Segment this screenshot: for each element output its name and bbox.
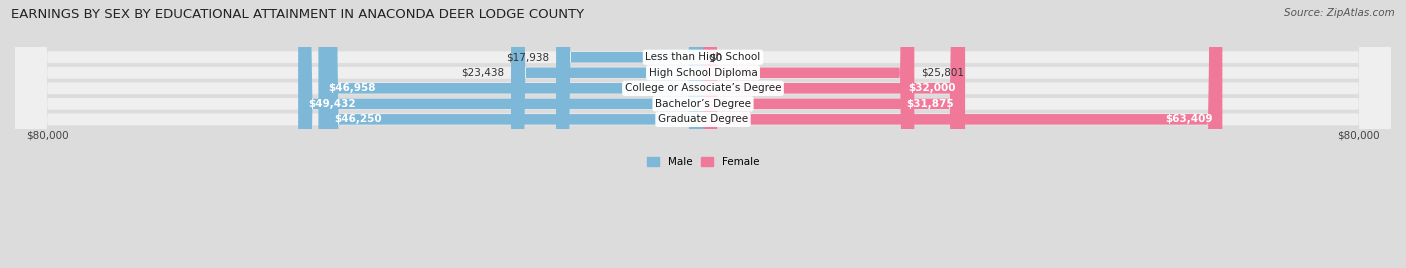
FancyBboxPatch shape (325, 0, 703, 268)
FancyBboxPatch shape (318, 0, 703, 268)
Text: $31,875: $31,875 (907, 99, 955, 109)
Text: Bachelor’s Degree: Bachelor’s Degree (655, 99, 751, 109)
FancyBboxPatch shape (15, 0, 1391, 268)
FancyBboxPatch shape (15, 0, 1391, 268)
FancyBboxPatch shape (703, 0, 965, 268)
Text: EARNINGS BY SEX BY EDUCATIONAL ATTAINMENT IN ANACONDA DEER LODGE COUNTY: EARNINGS BY SEX BY EDUCATIONAL ATTAINMEN… (11, 8, 585, 21)
Text: $25,801: $25,801 (921, 68, 965, 78)
FancyBboxPatch shape (510, 0, 703, 268)
Legend: Male, Female: Male, Female (647, 157, 759, 167)
FancyBboxPatch shape (15, 0, 1391, 268)
FancyBboxPatch shape (557, 0, 703, 268)
Text: Source: ZipAtlas.com: Source: ZipAtlas.com (1284, 8, 1395, 18)
Text: $17,938: $17,938 (506, 52, 550, 62)
FancyBboxPatch shape (15, 0, 1391, 268)
Text: College or Associate’s Degree: College or Associate’s Degree (624, 83, 782, 93)
Text: $63,409: $63,409 (1166, 114, 1212, 124)
FancyBboxPatch shape (703, 0, 1222, 268)
Text: High School Diploma: High School Diploma (648, 68, 758, 78)
FancyBboxPatch shape (703, 0, 914, 268)
Text: $46,250: $46,250 (335, 114, 381, 124)
Text: Graduate Degree: Graduate Degree (658, 114, 748, 124)
Text: $0: $0 (710, 52, 723, 62)
FancyBboxPatch shape (298, 0, 703, 268)
Text: $23,438: $23,438 (461, 68, 505, 78)
Text: Less than High School: Less than High School (645, 52, 761, 62)
FancyBboxPatch shape (703, 0, 965, 268)
Text: $46,958: $46,958 (328, 83, 375, 93)
Text: $32,000: $32,000 (908, 83, 955, 93)
Text: $49,432: $49,432 (308, 99, 356, 109)
FancyBboxPatch shape (15, 0, 1391, 268)
